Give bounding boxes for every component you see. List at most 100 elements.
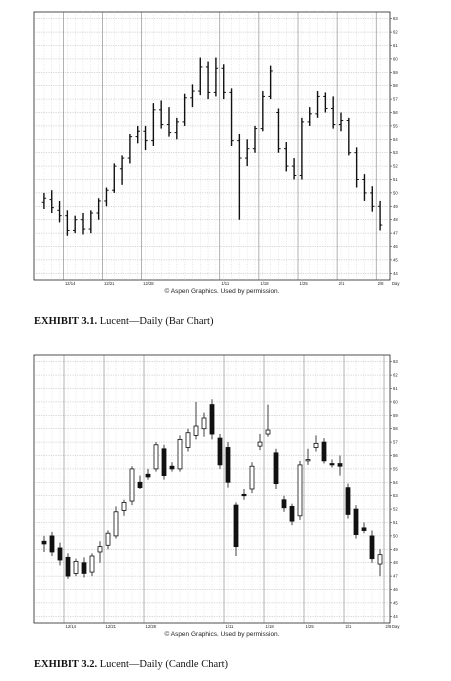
ohlc-bar bbox=[229, 88, 234, 146]
candlestick bbox=[81, 557, 87, 578]
x-tick-label: 12/21 bbox=[106, 624, 117, 629]
candlestick bbox=[105, 530, 111, 550]
x-tick-label: 2/1 bbox=[339, 281, 345, 286]
y-tick-label: 52 bbox=[393, 164, 398, 169]
candlestick bbox=[57, 542, 63, 566]
y-tick-label: 63 bbox=[393, 359, 398, 364]
y-tick-label: 44 bbox=[393, 271, 398, 276]
candlestick bbox=[313, 435, 319, 452]
ohlc-bar bbox=[135, 125, 140, 144]
candle-body-down bbox=[289, 506, 295, 522]
candle-body-down bbox=[273, 452, 279, 485]
candle-body-up bbox=[193, 425, 199, 436]
candlestick bbox=[193, 401, 199, 440]
ohlc-bar bbox=[174, 117, 180, 140]
candlestick bbox=[305, 448, 311, 465]
ohlc-bar bbox=[299, 117, 305, 180]
x-tick-label: 1/18 bbox=[266, 624, 275, 629]
x-tick-label: 1/11 bbox=[226, 624, 235, 629]
ohlc-bar bbox=[65, 210, 70, 236]
candle-body-down bbox=[57, 547, 63, 561]
candlestick bbox=[297, 460, 303, 520]
candlestick bbox=[225, 442, 231, 488]
ohlc-bar bbox=[143, 125, 148, 151]
y-tick-label: 59 bbox=[393, 413, 398, 418]
bar-chart-lucent-daily: 44 45 46 47 48 49 50 51 52 53 54 55 56 57 58 59 60 61 62 63… bbox=[33, 11, 400, 295]
candle-body-up bbox=[377, 554, 383, 565]
candle-body-down bbox=[233, 504, 239, 548]
ohlc-bar bbox=[346, 117, 352, 156]
y-tick-label: 51 bbox=[393, 520, 398, 525]
candlestick bbox=[41, 535, 47, 552]
plot-area bbox=[33, 11, 391, 281]
exhibit-3-2-title: Lucent—Daily (Candle Chart) bbox=[99, 659, 229, 670]
y-tick-label: 54 bbox=[393, 137, 398, 142]
y-tick-label: 49 bbox=[393, 204, 398, 209]
y-tick-label: 62 bbox=[393, 373, 398, 378]
candlestick bbox=[353, 505, 359, 539]
y-tick-label: 48 bbox=[393, 217, 398, 222]
candle-body-down bbox=[209, 404, 215, 435]
exhibit-3-2-caption: EXHIBIT 3.2. Lucent—Daily (Candle Chart) bbox=[34, 659, 228, 670]
ohlc-bar bbox=[307, 107, 312, 126]
candlestick bbox=[361, 522, 367, 534]
candle-body-up bbox=[153, 444, 159, 470]
candle-chart-lucent-daily: 44 45 46 47 48 49 50 51 52 53 54 55 56 57 58 59 60 61 62 63… bbox=[33, 354, 400, 638]
x-tick-label: 12/21 bbox=[104, 281, 115, 286]
ohlc-bar bbox=[213, 57, 219, 97]
candle-body-up bbox=[89, 555, 95, 573]
candle-body-up bbox=[265, 429, 271, 435]
y-tick-label: 50 bbox=[393, 533, 398, 538]
y-tick-label: 49 bbox=[393, 547, 398, 552]
ohlc-bar bbox=[41, 192, 47, 209]
ohlc-bar bbox=[198, 57, 203, 96]
candlestick bbox=[369, 530, 375, 563]
candle-body-down bbox=[345, 487, 351, 515]
ohlc-bar bbox=[72, 215, 78, 234]
candlestick bbox=[273, 448, 279, 489]
x-tick-label: 2/8 bbox=[378, 281, 384, 286]
ohlc-bar bbox=[80, 213, 86, 235]
y-tick-label: 44 bbox=[393, 614, 398, 619]
candlestick bbox=[289, 503, 295, 526]
candlestick bbox=[257, 434, 263, 451]
exhibit-3-2-label: EXHIBIT 3.2. bbox=[34, 659, 98, 670]
candlestick bbox=[209, 399, 215, 440]
ohlc-bar bbox=[151, 103, 156, 146]
candlestick bbox=[145, 468, 151, 480]
x-tick-label: 2/8 bbox=[386, 624, 392, 629]
x-tick-label: 1/11 bbox=[221, 281, 230, 286]
candle-body-down bbox=[241, 493, 247, 497]
ohlc-bar bbox=[96, 198, 101, 220]
candlestick bbox=[137, 475, 143, 489]
exhibit-3-1-label: EXHIBIT 3.1. bbox=[34, 316, 98, 327]
ohlc-bar bbox=[338, 112, 344, 132]
candle-body-down bbox=[65, 556, 71, 577]
candlestick bbox=[321, 438, 327, 464]
candle-body-up bbox=[73, 560, 79, 574]
candle-body-up bbox=[113, 511, 119, 537]
ohlc-bar bbox=[88, 210, 94, 234]
candlestick bbox=[241, 489, 247, 500]
candlestick bbox=[89, 553, 95, 577]
candle-body-down bbox=[49, 535, 55, 553]
candle-body-down bbox=[161, 448, 167, 477]
candle-body-up bbox=[177, 439, 183, 470]
x-tick-label: 12/28 bbox=[146, 624, 157, 629]
ohlc-bar bbox=[330, 96, 336, 129]
candlestick bbox=[185, 428, 191, 452]
x-tick-label: 12/14 bbox=[66, 624, 77, 629]
candlestick bbox=[377, 549, 383, 577]
ohlc-bar bbox=[284, 141, 289, 172]
candle-body-up bbox=[105, 532, 111, 546]
candle-body-up bbox=[313, 443, 319, 448]
candlestick bbox=[265, 404, 271, 437]
x-tick-label: 1/25 bbox=[306, 624, 315, 629]
y-tick-label: 61 bbox=[393, 386, 398, 391]
ohlc-bar bbox=[276, 108, 281, 153]
x-tick-label: 2/1 bbox=[346, 624, 352, 629]
x-tick-label: 12/14 bbox=[65, 281, 76, 286]
candle-body-down bbox=[225, 447, 231, 483]
candle-body-up bbox=[305, 459, 311, 462]
candlestick bbox=[49, 531, 55, 556]
